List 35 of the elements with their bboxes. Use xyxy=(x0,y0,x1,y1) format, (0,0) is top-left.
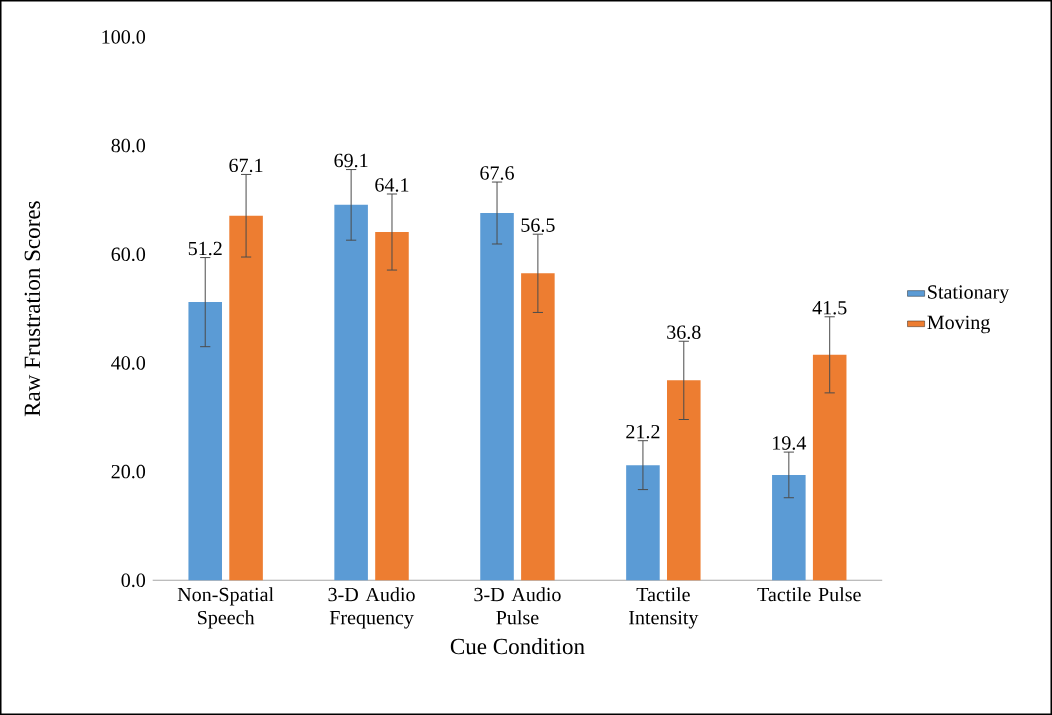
data-label: 67.1 xyxy=(229,158,263,173)
bar xyxy=(375,232,409,581)
bar xyxy=(772,474,806,581)
data-label: 36.8 xyxy=(667,325,701,340)
bar xyxy=(626,465,660,581)
x-axis-title: Cue Condition xyxy=(450,638,585,655)
bar xyxy=(188,302,222,581)
legend-label: Moving xyxy=(927,315,990,334)
bar xyxy=(521,273,555,581)
bar xyxy=(667,380,701,581)
bar xyxy=(812,354,847,581)
y-tick-label: 80.0 xyxy=(111,138,146,153)
y-tick-label: 20.0 xyxy=(111,464,146,479)
data-label: 41.5 xyxy=(812,301,847,315)
data-label: 56.5 xyxy=(521,218,555,233)
y-tick-label: 100.0 xyxy=(102,30,146,44)
y-tick-label: 60.0 xyxy=(111,247,146,262)
data-label: 19.4 xyxy=(773,436,807,450)
bar xyxy=(229,215,263,581)
x-tick-label: 3-D Audio Frequency xyxy=(328,587,415,629)
data-label: 21.2 xyxy=(626,424,660,439)
x-tick-label: Tactile Pulse xyxy=(757,587,861,602)
x-tick-label: 3-D Audio Pulse xyxy=(474,587,561,625)
x-tick-label: Non-Spatial Speech xyxy=(177,587,274,629)
bar xyxy=(480,213,514,581)
legend-label: Stationary xyxy=(928,285,1010,303)
data-label: 69.1 xyxy=(334,153,368,168)
data-label: 67.6 xyxy=(480,166,514,180)
bar xyxy=(334,204,368,581)
data-label: 51.2 xyxy=(188,241,222,256)
y-axis-title: Raw Frustration Scores xyxy=(24,201,41,417)
y-tick-label: 40.0 xyxy=(111,356,146,370)
data-label: 64.1 xyxy=(375,178,409,192)
x-tick-label: Tactile Intensity xyxy=(629,587,699,629)
y-tick-label: 0.0 xyxy=(121,573,146,588)
